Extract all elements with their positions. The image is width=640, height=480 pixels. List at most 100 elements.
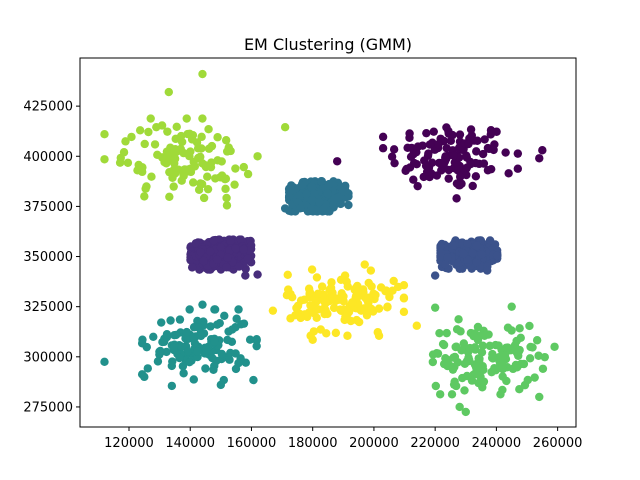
cluster-4-point	[155, 347, 164, 356]
cluster-6-point	[198, 69, 207, 79]
cluster-6-point	[243, 169, 253, 179]
cluster-4-point	[231, 349, 240, 358]
cluster-5-point	[449, 380, 459, 389]
cluster-7-point	[308, 335, 317, 344]
cluster-0-point	[454, 180, 464, 190]
cluster-7-point	[317, 282, 327, 291]
cluster-6-point	[192, 138, 202, 147]
cluster-6-point	[217, 157, 226, 166]
cluster-4-point	[179, 369, 188, 378]
cluster-0-point	[464, 139, 473, 149]
cluster-3-point	[287, 186, 296, 195]
cluster-1-point	[199, 256, 208, 266]
cluster-5-point	[512, 336, 521, 346]
cluster-3-point	[309, 189, 319, 198]
cluster-7-point	[300, 295, 309, 304]
cluster-0-point	[483, 166, 493, 175]
y-tick-label: 400000	[23, 150, 73, 165]
cluster-4-point	[194, 323, 204, 332]
cluster-5-point	[503, 343, 512, 352]
cluster-0-point	[422, 128, 431, 138]
cluster-0-point	[410, 158, 419, 168]
cluster-1-point	[225, 246, 234, 255]
cluster-5-point	[523, 375, 532, 385]
cluster-5-point	[435, 390, 445, 399]
cluster-0-point	[332, 157, 342, 166]
cluster-6-point	[186, 147, 195, 156]
cluster-5-point	[473, 322, 483, 332]
cluster-4-point	[252, 341, 261, 351]
cluster-2-point	[440, 260, 450, 269]
cluster-3-point	[315, 197, 324, 207]
cluster-5-point	[507, 302, 516, 311]
cluster-6-point	[190, 162, 200, 171]
cluster-1-point	[231, 244, 240, 253]
cluster-4-point	[217, 349, 227, 359]
cluster-5-point	[465, 343, 475, 353]
cluster-1-point	[212, 255, 222, 265]
cluster-6-point	[164, 87, 173, 97]
cluster-0-point	[405, 129, 414, 138]
cluster-3-point	[324, 179, 334, 189]
y-tick-label: 275000	[23, 400, 73, 415]
cluster-6-point	[204, 124, 213, 134]
cluster-7-point	[343, 331, 352, 340]
cluster-0-point	[472, 147, 481, 156]
cluster-3-point	[297, 181, 307, 190]
cluster-7-point	[353, 287, 362, 297]
cluster-7-point	[305, 287, 315, 297]
cluster-3-point	[296, 204, 305, 213]
cluster-7-point	[307, 265, 317, 274]
cluster-5-point	[479, 377, 489, 386]
cluster-5-point	[449, 353, 458, 362]
cluster-5-point	[480, 331, 489, 340]
x-tick-label: 160000	[227, 436, 277, 451]
cluster-4-point	[198, 300, 207, 309]
cluster-4-point	[189, 375, 198, 384]
cluster-0-point	[480, 135, 489, 144]
cluster-2-point	[443, 253, 452, 262]
cluster-6-point	[203, 184, 213, 194]
cluster-4-point	[185, 305, 194, 314]
y-tick-label: 425000	[23, 100, 73, 115]
cluster-6-point	[280, 122, 290, 132]
cluster-2-point	[483, 266, 492, 275]
cluster-3-point	[302, 190, 311, 199]
cluster-7-point	[283, 270, 292, 279]
cluster-5-point	[550, 342, 559, 351]
cluster-0-point	[478, 149, 488, 159]
cluster-1-point	[241, 271, 250, 280]
cluster-7-point	[328, 293, 337, 303]
cluster-0-point	[449, 151, 458, 160]
cluster-3-point	[307, 182, 317, 192]
cluster-1-point	[187, 263, 197, 272]
cluster-1-point	[223, 253, 232, 263]
cluster-4-point	[228, 325, 237, 334]
cluster-3-point	[280, 204, 290, 213]
cluster-7-point	[367, 305, 376, 315]
cluster-5-point	[442, 328, 451, 338]
cluster-6-point	[123, 158, 133, 167]
cluster-4-point	[249, 375, 258, 385]
cluster-1-point	[241, 264, 250, 274]
cluster-0-point	[504, 169, 513, 178]
cluster-7-point	[322, 329, 331, 338]
cluster-7-point	[357, 306, 366, 315]
cluster-4-point	[182, 327, 191, 337]
cluster-6-point	[146, 114, 155, 123]
y-axis: 275000 300000 325000 350000 375000 400000 4250…	[23, 100, 80, 415]
cluster-7-point	[326, 283, 336, 293]
cluster-4-point	[239, 319, 249, 328]
cluster-7-point	[393, 282, 403, 292]
cluster-3-point	[344, 200, 353, 210]
x-tick-label: 240000	[472, 436, 522, 451]
cluster-6-point	[196, 179, 205, 188]
cluster-2-point	[436, 252, 445, 261]
cluster-6-point	[239, 162, 248, 172]
cluster-1-point	[236, 235, 246, 244]
cluster-6-point	[134, 160, 143, 170]
cluster-5-point	[471, 362, 481, 372]
cluster-6-point	[204, 144, 214, 153]
cluster-7-point	[313, 289, 323, 299]
